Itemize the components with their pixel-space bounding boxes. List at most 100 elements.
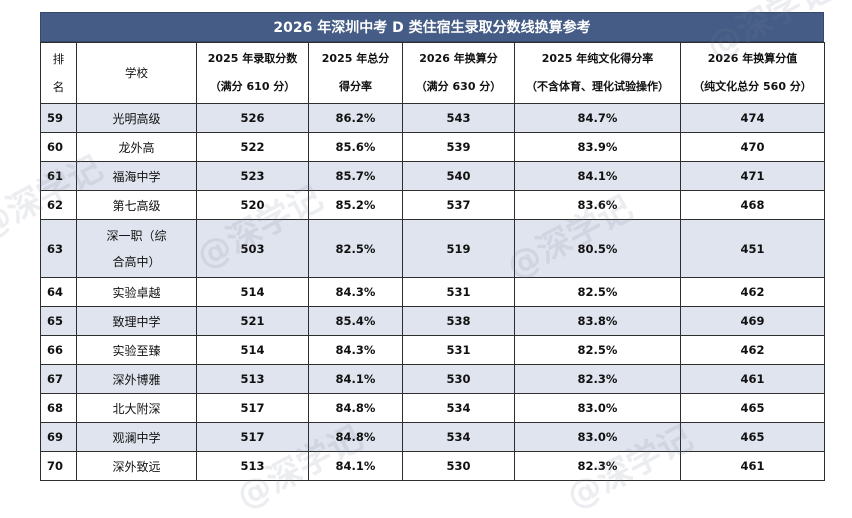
rank-cell: 68 — [40, 393, 77, 423]
school-cell: 深一职（综 合高中） — [76, 219, 197, 278]
table-row: 60 龙外高 522 85.6% 539 83.9% 470 — [40, 132, 825, 162]
header-converted-2026: 2026 年换算分 （满分 630 分） — [402, 42, 515, 104]
score-2025-cell: 514 — [196, 335, 309, 365]
table-row: 65 致理中学 521 85.4% 538 83.8% 469 — [40, 306, 825, 336]
rate-2025-cell: 85.7% — [308, 161, 403, 191]
pure-rate-2025-cell: 83.6% — [514, 190, 681, 220]
school-cell: 深外博雅 — [76, 364, 197, 394]
rate-2025-cell: 82.5% — [308, 219, 403, 278]
rate-2025-cell: 84.3% — [308, 277, 403, 307]
score-2025-cell: 526 — [196, 103, 309, 133]
pure-converted-2026-cell: 465 — [680, 422, 825, 452]
converted-2026-cell: 543 — [402, 103, 515, 133]
table-row: 61 福海中学 523 85.7% 540 84.1% 471 — [40, 161, 825, 191]
rate-2025-cell: 84.1% — [308, 364, 403, 394]
rank-cell: 63 — [40, 219, 77, 278]
pure-converted-2026-cell: 465 — [680, 393, 825, 423]
pure-converted-2026-cell: 468 — [680, 190, 825, 220]
table-row: 68 北大附深 517 84.8% 534 83.0% 465 — [40, 393, 825, 423]
converted-2026-cell: 530 — [402, 451, 515, 481]
table-row: 64 实验卓越 514 84.3% 531 82.5% 462 — [40, 277, 825, 307]
header-rate-2025: 2025 年总分 得分率 — [308, 42, 403, 104]
table-row: 69 观澜中学 517 84.8% 534 83.0% 465 — [40, 422, 825, 452]
rank-cell: 64 — [40, 277, 77, 307]
score-2025-cell: 520 — [196, 190, 309, 220]
rank-cell: 70 — [40, 451, 77, 481]
school-cell: 致理中学 — [76, 306, 197, 336]
school-cell: 龙外高 — [76, 132, 197, 162]
converted-2026-cell: 531 — [402, 277, 515, 307]
school-cell: 实验卓越 — [76, 277, 197, 307]
header-school: 学校 — [76, 42, 197, 104]
pure-rate-2025-cell: 84.1% — [514, 161, 681, 191]
rank-cell: 60 — [40, 132, 77, 162]
pure-rate-2025-cell: 82.3% — [514, 451, 681, 481]
score-2025-cell: 513 — [196, 364, 309, 394]
rank-cell: 67 — [40, 364, 77, 394]
rate-2025-cell: 84.3% — [308, 335, 403, 365]
school-cell: 第七高级 — [76, 190, 197, 220]
school-cell: 观澜中学 — [76, 422, 197, 452]
school-cell: 深外致远 — [76, 451, 197, 481]
header-pure-rate-2025: 2025 年纯文化得分率 （不含体育、理化试验操作） — [514, 42, 681, 104]
converted-2026-cell: 537 — [402, 190, 515, 220]
converted-2026-cell: 531 — [402, 335, 515, 365]
pure-converted-2026-cell: 461 — [680, 451, 825, 481]
rate-2025-cell: 84.1% — [308, 451, 403, 481]
converted-2026-cell: 534 — [402, 393, 515, 423]
header-rank: 排 名 — [40, 42, 77, 104]
converted-2026-cell: 540 — [402, 161, 515, 191]
pure-converted-2026-cell: 471 — [680, 161, 825, 191]
score-2025-cell: 523 — [196, 161, 309, 191]
rank-cell: 69 — [40, 422, 77, 452]
pure-rate-2025-cell: 83.0% — [514, 393, 681, 423]
rate-2025-cell: 85.6% — [308, 132, 403, 162]
converted-2026-cell: 539 — [402, 132, 515, 162]
rate-2025-cell: 84.8% — [308, 422, 403, 452]
table-row: 66 实验至臻 514 84.3% 531 82.5% 462 — [40, 335, 825, 365]
score-2025-cell: 503 — [196, 219, 309, 278]
header-row: 排 名 学校 2025 年录取分数 （满分 610 分） 2025 年总分 得分… — [40, 42, 825, 104]
school-cell: 光明高级 — [76, 103, 197, 133]
school-cell: 福海中学 — [76, 161, 197, 191]
pure-converted-2026-cell: 451 — [680, 219, 825, 278]
rank-cell: 61 — [40, 161, 77, 191]
pure-converted-2026-cell: 461 — [680, 364, 825, 394]
pure-rate-2025-cell: 82.3% — [514, 364, 681, 394]
rate-2025-cell: 85.4% — [308, 306, 403, 336]
score-2025-cell: 513 — [196, 451, 309, 481]
pure-rate-2025-cell: 83.9% — [514, 132, 681, 162]
rate-2025-cell: 84.8% — [308, 393, 403, 423]
converted-2026-cell: 534 — [402, 422, 515, 452]
pure-rate-2025-cell: 80.5% — [514, 219, 681, 278]
converted-2026-cell: 538 — [402, 306, 515, 336]
pure-rate-2025-cell: 82.5% — [514, 335, 681, 365]
score-2025-cell: 521 — [196, 306, 309, 336]
school-name-line: 合高中） — [112, 254, 161, 269]
score-2025-cell: 522 — [196, 132, 309, 162]
rate-2025-cell: 85.2% — [308, 190, 403, 220]
rank-cell: 62 — [40, 190, 77, 220]
rank-cell: 66 — [40, 335, 77, 365]
rank-cell: 65 — [40, 306, 77, 336]
table-title: 2026 年深圳中考 D 类住宿生录取分数线换算参考 — [40, 12, 824, 42]
school-cell: 北大附深 — [76, 393, 197, 423]
school-name-line: 深一职（综 — [106, 228, 167, 243]
pure-converted-2026-cell: 469 — [680, 306, 825, 336]
pure-rate-2025-cell: 83.8% — [514, 306, 681, 336]
rate-2025-cell: 86.2% — [308, 103, 403, 133]
pure-rate-2025-cell: 83.0% — [514, 422, 681, 452]
pure-converted-2026-cell: 470 — [680, 132, 825, 162]
header-pure-converted-2026: 2026 年换算分值 （纯文化总分 560 分） — [680, 42, 825, 104]
pure-rate-2025-cell: 84.7% — [514, 103, 681, 133]
header-score-2025: 2025 年录取分数 （满分 610 分） — [196, 42, 309, 104]
converted-2026-cell: 530 — [402, 364, 515, 394]
rank-cell: 59 — [40, 103, 77, 133]
pure-rate-2025-cell: 82.5% — [514, 277, 681, 307]
table-row: 62 第七高级 520 85.2% 537 83.6% 468 — [40, 190, 825, 220]
score-2025-cell: 517 — [196, 393, 309, 423]
pure-converted-2026-cell: 474 — [680, 103, 825, 133]
table-row: 63 深一职（综 合高中） 503 82.5% 519 80.5% 451 — [40, 219, 825, 278]
score-table-sheet: 2026 年深圳中考 D 类住宿生录取分数线换算参考 排 名 学校 2025 年… — [40, 12, 825, 486]
table-row: 67 深外博雅 513 84.1% 530 82.3% 461 — [40, 364, 825, 394]
